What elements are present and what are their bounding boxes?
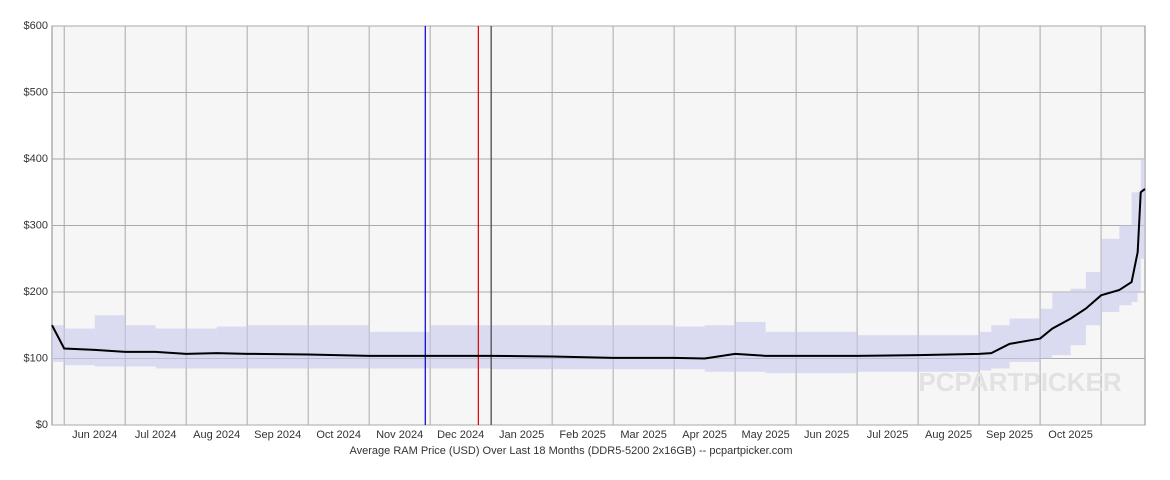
x-tick-label: Jun 2025: [804, 429, 849, 441]
price-range: [979, 331, 992, 371]
price-range: [552, 325, 614, 370]
plot-layer: [51, 25, 1146, 426]
price-range: [857, 335, 919, 372]
price-range: [94, 315, 126, 367]
price-range: [796, 331, 858, 374]
price-range: [765, 331, 797, 374]
x-tick-label: Aug 2024: [193, 429, 240, 441]
y-tick-label: $100: [24, 352, 48, 364]
watermark: PCPARTPICKER: [918, 367, 1121, 397]
price-range: [216, 326, 248, 369]
x-tick-label: Nov 2024: [376, 429, 423, 441]
price-range: [1085, 272, 1102, 326]
price-range: [186, 328, 217, 369]
x-tick-label: Aug 2025: [925, 429, 972, 441]
price-range: [1070, 288, 1086, 346]
x-tick-label: Mar 2025: [620, 429, 666, 441]
x-tick-label: Oct 2025: [1048, 429, 1093, 441]
y-tick-label: $500: [24, 86, 48, 98]
price-range: [991, 325, 1010, 369]
price-range: [64, 328, 95, 366]
x-tick-label: Jun 2024: [72, 429, 117, 441]
x-tick-label: Jul 2025: [867, 429, 909, 441]
y-tick-label: $600: [24, 20, 48, 32]
x-tick-label: May 2025: [741, 429, 789, 441]
average-price-line: [51, 188, 1146, 360]
price-range: [613, 325, 675, 370]
y-tick-label: $300: [24, 219, 48, 231]
price-range: [491, 325, 553, 370]
price-range: [52, 325, 65, 362]
x-tick-label: Feb 2025: [559, 429, 605, 441]
price-range: [735, 321, 766, 372]
price-range: [430, 325, 492, 369]
x-tick-label: Sep 2025: [986, 429, 1033, 441]
price-range: [308, 325, 370, 369]
x-tick-label: Oct 2024: [316, 429, 361, 441]
price-range: [704, 325, 736, 372]
x-axis-label: Average RAM Price (USD) Over Last 18 Mon…: [349, 445, 792, 457]
y-tick-label: $200: [24, 286, 48, 298]
x-tick-label: Dec 2024: [437, 429, 484, 441]
price-range: [369, 331, 431, 369]
price-range: [125, 325, 156, 367]
price-range: [247, 325, 309, 369]
y-tick-label: $0: [36, 419, 48, 431]
price-range: [1101, 238, 1120, 312]
x-tick-label: Sep 2024: [254, 429, 301, 441]
price-range: [1137, 192, 1141, 292]
price-range: [1119, 225, 1132, 306]
y-tick-label: $400: [24, 153, 48, 165]
price-range: [155, 328, 187, 369]
x-tick-label: Jan 2025: [499, 429, 544, 441]
price-range: [674, 326, 705, 370]
x-tick-label: Apr 2025: [682, 429, 727, 441]
price-range: [1140, 159, 1145, 259]
price-range: [1131, 192, 1138, 302]
x-tick-label: Jul 2024: [135, 429, 177, 441]
